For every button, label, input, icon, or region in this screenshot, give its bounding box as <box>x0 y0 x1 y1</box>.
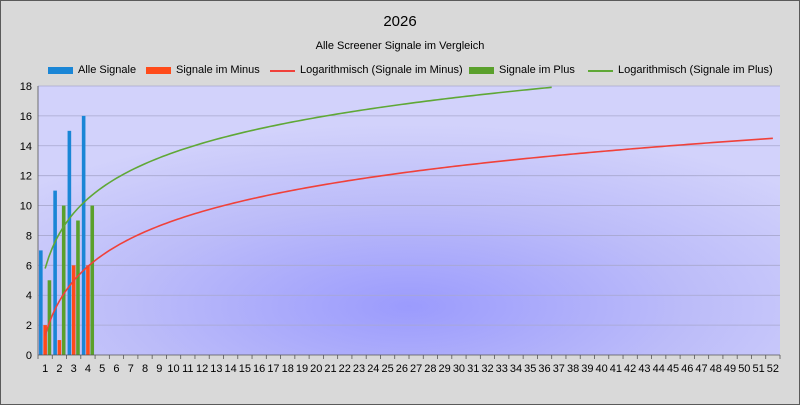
x-tick-label-11: 11 <box>182 363 193 375</box>
x-tick-label-44: 44 <box>653 363 665 375</box>
y-tick-labels: 0 2 4 6 8 10 12 14 16 18 <box>20 81 32 362</box>
bar-signale-im-plus-1 <box>47 280 52 355</box>
plot-area <box>38 86 780 355</box>
x-tick-label-38: 38 <box>567 363 579 375</box>
x-tick-label-18: 18 <box>282 363 294 375</box>
x-tick-label-51: 51 <box>752 363 764 375</box>
y-tick-label-16: 16 <box>20 111 32 123</box>
legend-swatch-log-plus <box>588 70 613 72</box>
chart-title: 2026 <box>383 13 417 30</box>
y-tick-label-4: 4 <box>26 290 32 302</box>
x-tick-label-13: 13 <box>210 363 222 375</box>
legend-label-signale-im-minus: Signale im Minus <box>176 64 260 76</box>
bar-alle-signale-3 <box>67 130 72 355</box>
x-tick-label-52: 52 <box>767 363 779 375</box>
x-tick-label-22: 22 <box>339 363 351 375</box>
x-tick-label-14: 14 <box>225 363 237 375</box>
x-tick-label-34: 34 <box>510 363 522 375</box>
bar-signale-im-plus-4 <box>90 205 95 355</box>
bar-signale-im-minus-2 <box>57 340 62 355</box>
x-tick-label-36: 36 <box>538 363 550 375</box>
bars-group <box>39 115 95 355</box>
x-tick-label-33: 33 <box>496 363 508 375</box>
x-tick-label-21: 21 <box>324 363 336 375</box>
trend-line-log-plus <box>44 86 552 269</box>
x-tick-label-25: 25 <box>381 363 393 375</box>
bar-signale-im-minus-3 <box>71 265 76 355</box>
y-tick-label-2: 2 <box>26 320 32 332</box>
x-tick-label-24: 24 <box>367 363 379 375</box>
legend-swatch-alle-signale <box>48 67 73 74</box>
x-tick-label-20: 20 <box>310 363 322 375</box>
x-tick-label-12: 12 <box>196 363 208 375</box>
x-tick-labels: 1 2 3 4 5 6 7 8 9 10 11 12 13 14 15 16 17 18 19 20 21 22 23 24 2… <box>42 363 779 375</box>
x-tick-label-10: 10 <box>167 363 179 375</box>
x-tick-label-26: 26 <box>396 363 408 375</box>
x-tick-label-47: 47 <box>695 363 707 375</box>
legend-swatch-signale-im-minus <box>146 67 171 74</box>
x-tick-label-5: 5 <box>99 363 105 375</box>
x-tick-label-35: 35 <box>524 363 536 375</box>
y-tick-label-10: 10 <box>20 201 32 213</box>
x-tick-label-45: 45 <box>667 363 679 375</box>
y-tick-label-0: 0 <box>26 350 32 362</box>
x-tick-label-6: 6 <box>113 363 119 375</box>
legend-label-alle-signale: Alle Signale <box>78 64 137 76</box>
x-tick-label-46: 46 <box>681 363 693 375</box>
x-tick-label-17: 17 <box>267 363 279 375</box>
y-tick-label-14: 14 <box>20 141 32 153</box>
x-tick-label-7: 7 <box>128 363 134 375</box>
x-tick-label-42: 42 <box>624 363 636 375</box>
x-tick-label-39: 39 <box>581 363 593 375</box>
x-tick-label-16: 16 <box>253 363 265 375</box>
x-tick-label-43: 43 <box>638 363 650 375</box>
x-tick-label-29: 29 <box>439 363 451 375</box>
y-tick-label-6: 6 <box>26 260 32 272</box>
y-tick-label-12: 12 <box>20 171 32 183</box>
x-tick-label-32: 32 <box>481 363 493 375</box>
legend-swatch-signale-im-plus <box>469 67 494 74</box>
x-tick-label-9: 9 <box>156 363 162 375</box>
bar-signale-im-minus-4 <box>86 265 90 355</box>
x-tick-label-4: 4 <box>85 363 91 375</box>
x-tick-label-15: 15 <box>239 363 251 375</box>
x-tick-label-37: 37 <box>553 363 565 375</box>
bar-signale-im-plus-3 <box>76 220 80 355</box>
x-tick-label-40: 40 <box>596 363 608 375</box>
legend-swatch-log-minus <box>270 70 295 72</box>
trend-line-log-minus <box>44 137 773 336</box>
bar-signale-im-plus-2 <box>61 205 66 355</box>
y-tick-label-18: 18 <box>20 81 32 93</box>
bar-alle-signale-1 <box>39 250 43 355</box>
legend-label-signale-im-plus: Signale im Plus <box>499 64 575 76</box>
x-tick-label-8: 8 <box>142 363 148 375</box>
x-tick-label-49: 49 <box>724 363 736 375</box>
x-tick-label-3: 3 <box>71 363 77 375</box>
x-tick-label-48: 48 <box>710 363 722 375</box>
x-tick-label-31: 31 <box>467 363 479 375</box>
x-tick-label-1: 1 <box>42 363 48 375</box>
legend-label-log-minus: Logarithmisch (Signale im Minus) <box>300 64 463 76</box>
chart-subtitle: Alle Screener Signale im Vergleich <box>315 40 485 52</box>
legend-label-log-plus: Logarithmisch (Signale im Plus) <box>618 64 773 76</box>
bar-alle-signale-2 <box>53 190 57 355</box>
grid-lines <box>38 85 780 326</box>
x-tick-label-30: 30 <box>453 363 465 375</box>
trend-lines-group <box>44 86 773 336</box>
bar-signale-im-minus-1 <box>43 325 47 355</box>
x-tick-label-2: 2 <box>56 363 62 375</box>
axes-group <box>37 86 781 359</box>
x-tick-label-19: 19 <box>296 363 308 375</box>
x-tick-label-50: 50 <box>738 363 750 375</box>
x-tick-label-27: 27 <box>410 363 422 375</box>
x-tick-label-41: 41 <box>610 363 622 375</box>
bar-alle-signale-4 <box>81 115 86 355</box>
x-tick-label-28: 28 <box>424 363 436 375</box>
x-tick-label-23: 23 <box>353 363 365 375</box>
y-tick-label-8: 8 <box>26 230 32 242</box>
